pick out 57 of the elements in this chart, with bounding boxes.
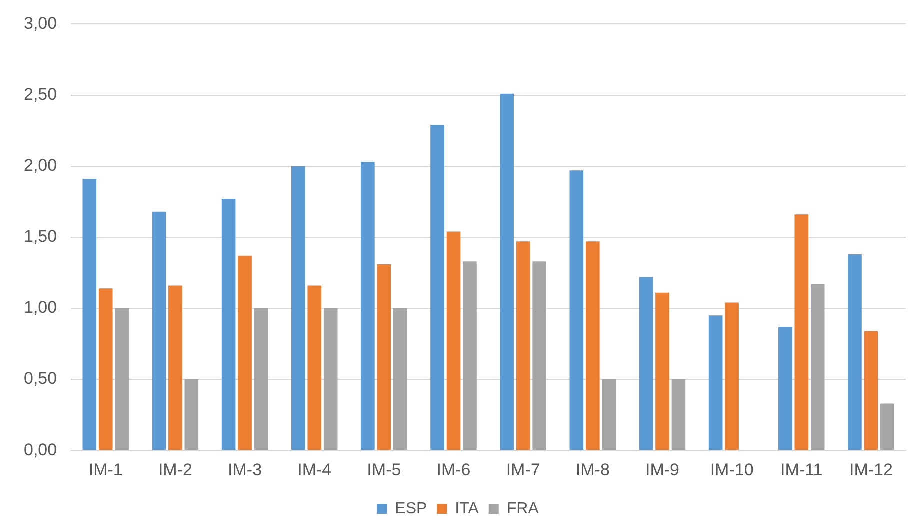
y-tick-label: 1,00	[24, 298, 58, 318]
bar	[238, 256, 252, 450]
bar	[291, 166, 306, 450]
bar	[324, 308, 338, 450]
bar	[794, 214, 809, 450]
x-tick-label: IM-11	[780, 460, 823, 480]
legend-label: FRA	[506, 500, 540, 518]
bar	[98, 288, 113, 450]
x-tick-label: IM-2	[158, 460, 192, 480]
bar	[516, 242, 530, 450]
x-tick-label: IM-6	[436, 460, 471, 480]
bar	[586, 242, 600, 450]
bar	[394, 308, 408, 450]
bar	[184, 380, 199, 450]
y-tick-label: 1,50	[24, 227, 58, 246]
y-tick-label: 2,00	[24, 156, 58, 176]
x-tick-label: IM-7	[506, 460, 540, 480]
bar	[810, 284, 825, 450]
bar	[725, 302, 739, 450]
x-tick-label: IM-4	[298, 460, 332, 480]
bar	[361, 162, 375, 450]
bar	[570, 170, 584, 450]
y-tick-label: 3,00	[24, 14, 58, 33]
bar	[82, 179, 97, 450]
x-tick-label: IM-5	[367, 460, 402, 480]
bar	[152, 212, 166, 450]
legend-label: ESP	[395, 500, 428, 518]
bar	[430, 125, 444, 450]
bar	[864, 331, 878, 450]
bar	[115, 308, 130, 450]
y-tick-label: 0,50	[24, 369, 58, 388]
x-tick-label: IM-10	[710, 460, 754, 480]
x-tick-label: IM-9	[645, 460, 680, 480]
bar	[708, 316, 723, 450]
bar	[602, 380, 616, 450]
bar	[656, 292, 670, 450]
bar	[778, 326, 792, 450]
bar	[377, 264, 392, 450]
bar	[672, 380, 686, 450]
legend-label: ITA	[455, 500, 480, 518]
bar	[446, 232, 461, 450]
x-tick-label: IM-12	[849, 460, 893, 480]
x-tick-label: IM-8	[576, 460, 610, 480]
bar	[254, 308, 268, 450]
y-tick-label: 0,00	[24, 440, 58, 460]
bar	[308, 286, 322, 450]
bar	[168, 286, 182, 450]
x-tick-label: IM-3	[228, 460, 262, 480]
bar	[532, 262, 546, 450]
x-tick-label: IM-1	[88, 460, 123, 480]
bar	[222, 199, 236, 450]
y-tick-label: 2,50	[24, 84, 58, 104]
bar	[463, 262, 477, 450]
bar	[639, 277, 654, 450]
bar	[880, 404, 894, 450]
bar	[500, 94, 514, 450]
bar	[848, 254, 862, 450]
